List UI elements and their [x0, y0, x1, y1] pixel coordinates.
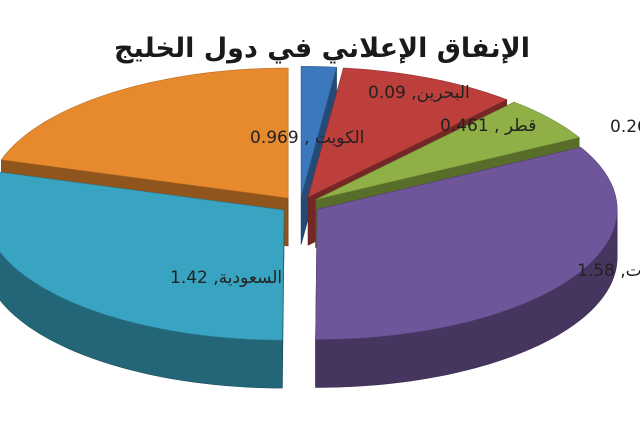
slices-layer [0, 66, 618, 389]
slice-label-saudi: السعودية, 1.42 [170, 268, 282, 288]
pie-slice-uae [315, 146, 618, 388]
slice-label-kuwait: الكويت , 0.969 [250, 128, 364, 148]
slice-label-bahrain: البحرين, 0.09 [368, 83, 470, 103]
pie-slice-saudi [0, 171, 285, 389]
chart-title: الإنفاق الإعلاني في دول الخليج [114, 33, 530, 64]
slice-label-oman: عمان, 0.266 [610, 117, 640, 137]
slice-label-qatar: قطر , 0.461 [440, 116, 536, 136]
labels-layer: البحرين, 0.09 قطر , 0.461 عمان, 0.266 ال… [170, 83, 640, 288]
slice-label-uae: الامارات, 1.58 [577, 261, 640, 281]
